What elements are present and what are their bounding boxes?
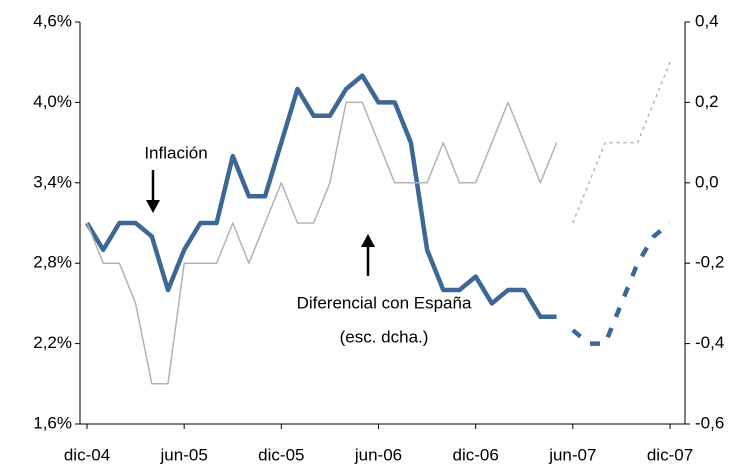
y-tick-label: 2,2% [33,333,72,352]
x-tick-label: jun-06 [354,445,402,464]
spread-label: Diferencial con España [297,293,472,312]
series-forecast-line [571,221,672,346]
y2-tick-label: 0,4 [695,11,719,30]
x-tick-label: jun-07 [548,445,596,464]
y2-tick-label: -0,2 [695,253,724,272]
y-tick-label: 2,8% [33,253,72,272]
spread-label-scale: (esc. dcha.) [340,327,429,346]
series-line [86,101,558,385]
series-forecast-line [572,61,671,224]
y2-tick-label: -0,6 [695,413,724,432]
y-tick-label: 4,0% [33,92,72,111]
x-tick-label: dic-04 [64,445,110,464]
x-tick-label: dic-06 [453,445,499,464]
inflation-arrow [146,170,160,213]
x-tick-label: dic-05 [258,445,304,464]
series-line [85,73,557,320]
inflation-label: Inflación [144,143,207,162]
y2-tick-label: -0,4 [695,333,724,352]
y-tick-label: 3,4% [33,172,72,191]
y-tick-label: 1,6% [33,413,72,432]
x-tick-label: jun-05 [160,445,208,464]
x-tick-label: dic-07 [647,445,693,464]
spread-arrow [361,234,375,276]
y2-tick-label: 0,2 [695,92,719,111]
y2-tick-label: 0,0 [695,172,719,191]
y-tick-label: 4,6% [33,11,72,30]
